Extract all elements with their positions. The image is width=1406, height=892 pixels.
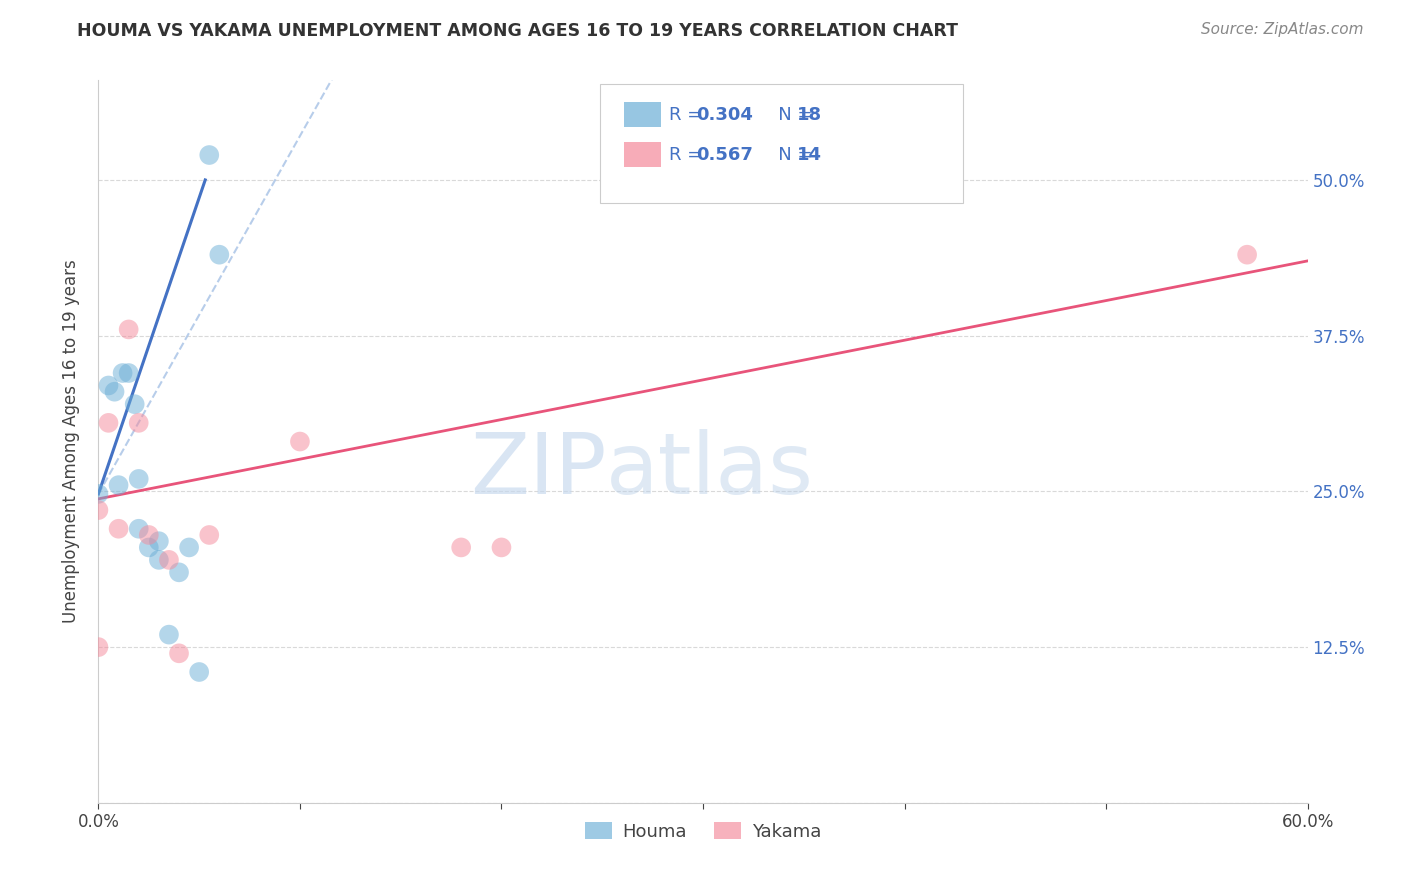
FancyBboxPatch shape: [624, 102, 661, 128]
Legend: Houma, Yakama: Houma, Yakama: [578, 814, 828, 848]
Point: [179, 541, 201, 555]
Point: [128, 472, 150, 486]
Y-axis label: Unemployment Among Ages 16 to 19 years: Unemployment Among Ages 16 to 19 years: [62, 260, 80, 624]
Point: [118, 366, 141, 380]
Point: [148, 553, 170, 567]
Point: [107, 522, 129, 536]
Point: [491, 541, 513, 555]
Text: atlas: atlas: [606, 429, 814, 512]
Text: 18: 18: [797, 106, 823, 124]
Point: [198, 528, 221, 542]
Point: [124, 397, 146, 411]
Text: R =: R =: [669, 106, 709, 124]
Point: [198, 148, 221, 162]
Point: [450, 541, 472, 555]
Point: [157, 627, 180, 641]
Point: [118, 322, 141, 336]
Point: [87, 487, 110, 501]
Point: [167, 646, 190, 660]
Point: [1236, 248, 1258, 262]
Point: [208, 248, 231, 262]
Point: [167, 566, 190, 580]
FancyBboxPatch shape: [624, 142, 661, 167]
Point: [138, 528, 160, 542]
Text: ZIP: ZIP: [470, 429, 606, 512]
Point: [188, 665, 211, 679]
Point: [288, 434, 311, 449]
Point: [148, 534, 170, 549]
Point: [87, 640, 110, 654]
Text: R =: R =: [669, 145, 709, 164]
Text: HOUMA VS YAKAMA UNEMPLOYMENT AMONG AGES 16 TO 19 YEARS CORRELATION CHART: HOUMA VS YAKAMA UNEMPLOYMENT AMONG AGES …: [77, 22, 959, 40]
Point: [128, 522, 150, 536]
Point: [103, 384, 125, 399]
Point: [87, 503, 110, 517]
FancyBboxPatch shape: [600, 84, 963, 203]
Point: [128, 416, 150, 430]
Text: 0.304: 0.304: [696, 106, 752, 124]
Text: 14: 14: [797, 145, 823, 164]
Text: Source: ZipAtlas.com: Source: ZipAtlas.com: [1201, 22, 1364, 37]
Text: 0.567: 0.567: [696, 145, 752, 164]
Text: N =: N =: [761, 106, 818, 124]
Point: [111, 366, 134, 380]
Point: [157, 553, 180, 567]
Point: [97, 378, 120, 392]
Point: [107, 478, 129, 492]
Point: [138, 541, 160, 555]
Text: N =: N =: [761, 145, 818, 164]
Point: [97, 416, 120, 430]
